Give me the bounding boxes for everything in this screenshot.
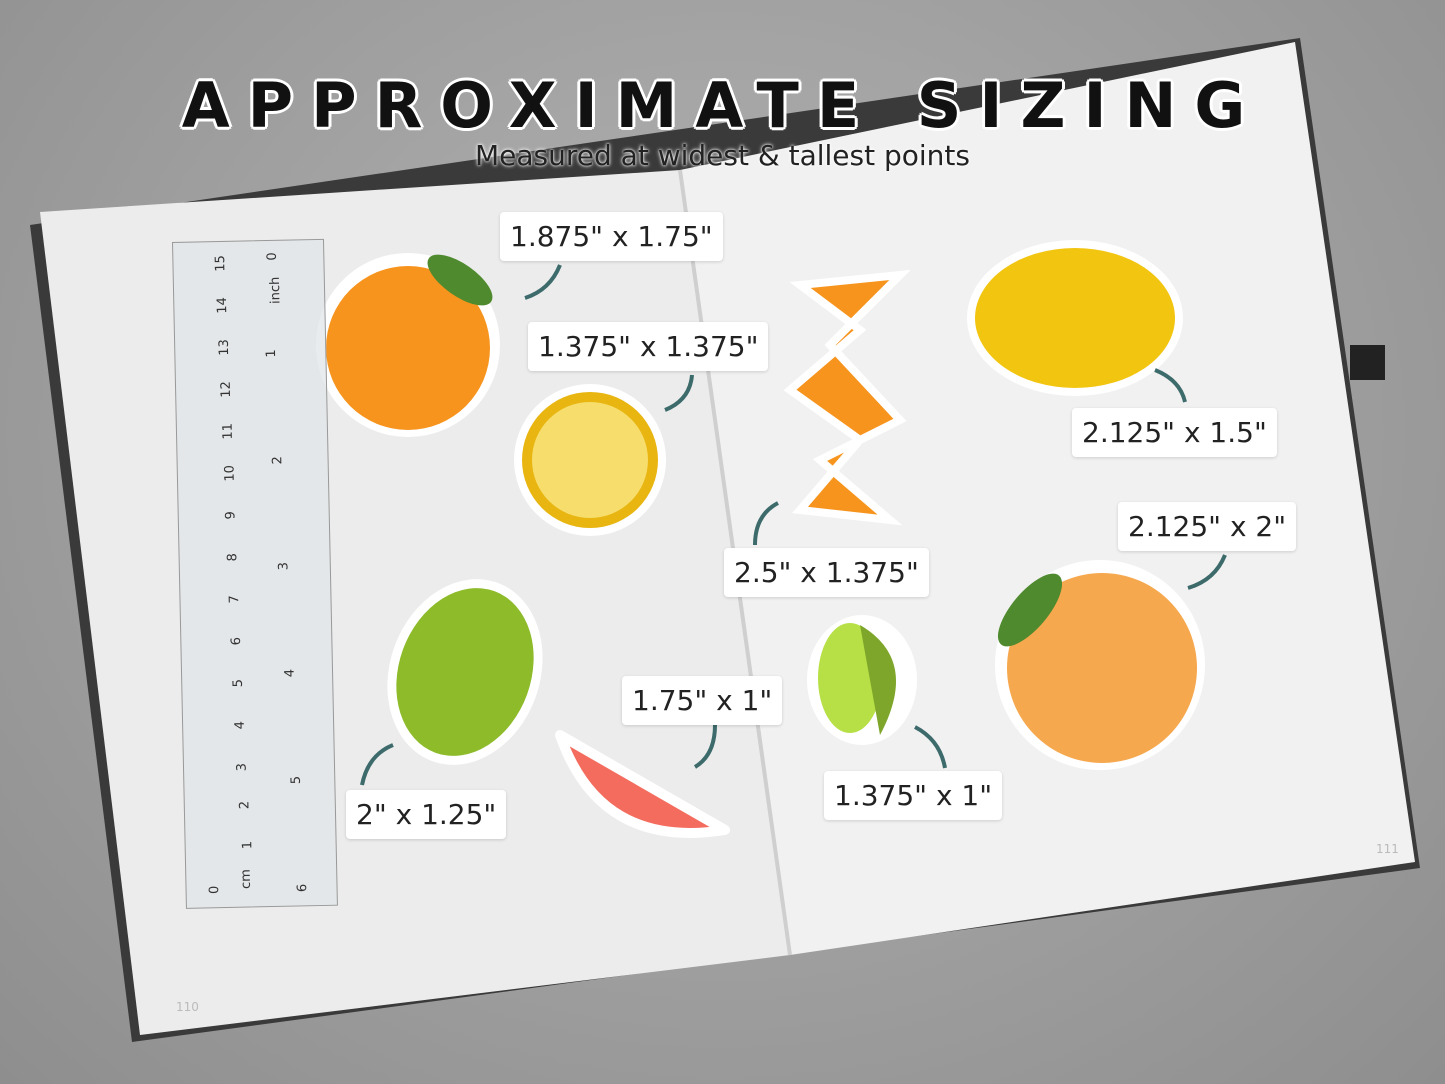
lemon-sticker [967, 240, 1183, 396]
ruler-cm-tick: 3 [234, 762, 250, 772]
orange-with-leaf-sticker [316, 253, 500, 437]
size-label-lime-half: 1.375" x 1" [824, 771, 1003, 820]
ruler-cm-tick: 11 [220, 422, 236, 440]
ruler-inch-tick: 6 [295, 883, 311, 893]
ruler-inch-tick: 0 [264, 252, 281, 261]
size-label-orange-peel: 2.5" x 1.375" [724, 548, 929, 597]
right-page [680, 42, 1415, 955]
ruler-cm-tick: 10 [222, 464, 238, 482]
page-number-right: 111 [1376, 842, 1399, 856]
ruler-cm-tick: 4 [232, 720, 248, 730]
size-label-grapefruit: 2.125" x 2" [1118, 502, 1297, 551]
size-label-lime: 2" x 1.25" [346, 790, 507, 839]
bookmark-elastic [1350, 345, 1385, 380]
size-label-lemon-slice: 1.375" x 1.375" [528, 322, 769, 371]
ruler-inch-tick: 5 [288, 775, 305, 785]
ruler-inch-label: inch [267, 276, 284, 305]
ruler-inch-tick: 1 [263, 349, 280, 358]
page-subtitle: Measured at widest & tallest points [475, 139, 970, 172]
ruler-cm-tick: 0 [207, 885, 223, 895]
ruler-inch-tick: 3 [276, 561, 292, 571]
ruler-cm-tick: 9 [223, 511, 239, 520]
size-label-orange: 1.875" x 1.75" [500, 212, 723, 261]
ruler-cm-tick: 13 [216, 338, 233, 356]
ruler-cm-tick: 7 [227, 594, 243, 604]
lime-half-sticker [807, 615, 917, 745]
ruler-cm-tick: 14 [214, 297, 231, 314]
ruler-cm-label: cm [238, 869, 254, 890]
ruler-cm-tick: 15 [213, 255, 229, 272]
ruler-cm-tick: 5 [230, 678, 246, 688]
ruler-cm-tick: 12 [218, 380, 235, 398]
page-number-left: 110 [176, 1000, 199, 1014]
ruler-inch-tick: 4 [282, 668, 298, 678]
size-label-lemon: 2.125" x 1.5" [1072, 408, 1277, 457]
grapefruit-sticker [995, 560, 1205, 770]
ruler-cm-tick: 8 [225, 552, 241, 562]
orange-peel-sticker [783, 269, 911, 526]
ruler-cm-tick: 6 [228, 636, 245, 646]
ruler-cm-tick: 1 [240, 840, 256, 850]
ruler: cm inch 1 2 3 4 5 6 7 8 9 10 11 12 13 14… [172, 238, 338, 909]
grapefruit-wedge-sticker [555, 730, 730, 838]
lemon-slice-sticker [514, 384, 666, 536]
size-label-grapefruit-wedge: 1.75" x 1" [622, 676, 783, 725]
ruler-cm-tick: 2 [237, 800, 253, 810]
pointer-arrows [360, 264, 1227, 786]
lime-sticker [387, 579, 543, 765]
page-title: APPROXIMATE SIZING [181, 69, 1264, 142]
ruler-inch-tick: 2 [270, 456, 286, 465]
